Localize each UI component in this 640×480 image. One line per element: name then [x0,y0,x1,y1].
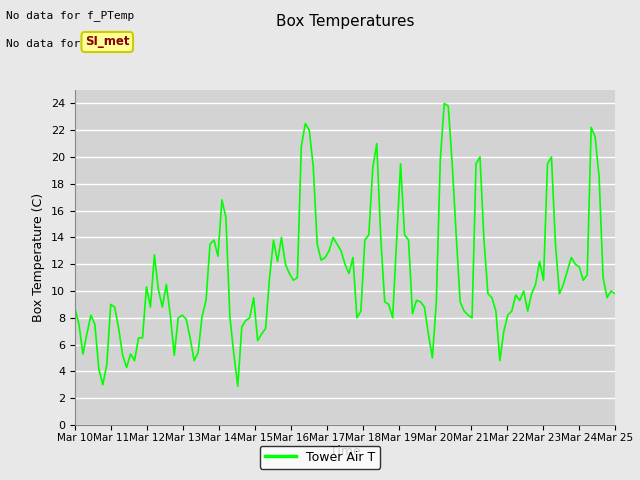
Text: Box Temperatures: Box Temperatures [276,14,414,29]
X-axis label: Time: Time [330,445,360,458]
Text: No data for f_PTemp: No data for f_PTemp [6,10,134,21]
Text: No data for f_lgr_t: No data for f_lgr_t [6,38,134,49]
Legend: Tower Air T: Tower Air T [260,446,380,469]
Text: SI_met: SI_met [85,36,129,48]
Y-axis label: Box Temperature (C): Box Temperature (C) [33,193,45,322]
